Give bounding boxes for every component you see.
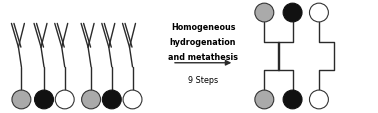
- Circle shape: [310, 4, 328, 23]
- Text: and metathesis: and metathesis: [168, 52, 238, 61]
- Circle shape: [255, 90, 274, 109]
- Circle shape: [82, 90, 101, 109]
- Circle shape: [12, 90, 31, 109]
- Circle shape: [283, 90, 302, 109]
- Circle shape: [283, 4, 302, 23]
- Circle shape: [123, 90, 142, 109]
- Circle shape: [55, 90, 74, 109]
- Circle shape: [255, 4, 274, 23]
- Circle shape: [310, 90, 328, 109]
- Circle shape: [102, 90, 121, 109]
- Text: hydrogenation: hydrogenation: [170, 38, 236, 47]
- Text: 9 Steps: 9 Steps: [188, 76, 218, 85]
- Text: Homogeneous: Homogeneous: [171, 23, 235, 32]
- Circle shape: [34, 90, 53, 109]
